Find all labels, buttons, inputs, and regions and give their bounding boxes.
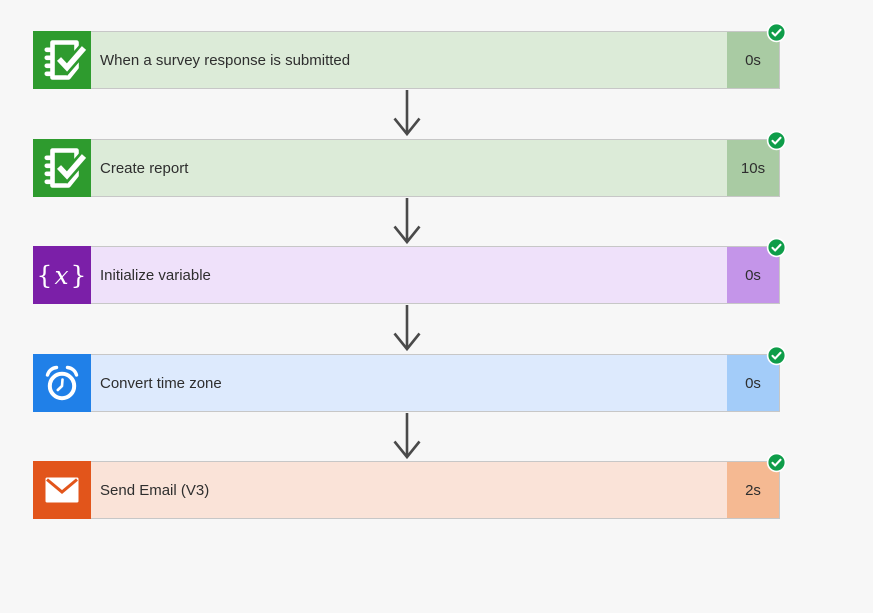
step-title: Initialize variable [100, 266, 211, 284]
status-check-circle-icon [766, 130, 787, 151]
status-check-circle-icon [766, 452, 787, 473]
step-card: When a survey response is submitted 0s [91, 31, 780, 89]
flow-step-2[interactable]: Create report 10s [33, 130, 787, 197]
step-title-bar: Convert time zone [91, 355, 727, 411]
flow-connector-arrow-icon [390, 90, 424, 137]
forms-icon [33, 31, 91, 89]
status-check-circle-icon [766, 237, 787, 258]
mail-icon [33, 461, 91, 519]
step-card: Send Email (V3) 2s [91, 461, 780, 519]
flow-step-3[interactable]: {x} Initialize variable 0s [33, 237, 787, 304]
step-title: Convert time zone [100, 374, 222, 392]
step-duration-badge: 2s [727, 462, 779, 518]
variable-icon: {x} [36, 260, 88, 290]
step-card: Convert time zone 0s [91, 354, 780, 412]
step-duration-badge: 0s [727, 32, 779, 88]
flow-connector-arrow-icon [390, 413, 424, 460]
step-title: Create report [100, 159, 189, 177]
status-check-circle-icon [766, 22, 787, 43]
step-title-bar: When a survey response is submitted [91, 32, 727, 88]
step-title-bar: Initialize variable [91, 247, 727, 303]
step-title-bar: Send Email (V3) [91, 462, 727, 518]
step-duration-badge: 0s [727, 355, 779, 411]
flow-connector-arrow-icon [390, 198, 424, 245]
step-duration-badge: 10s [727, 140, 779, 196]
forms-icon [33, 139, 91, 197]
step-title: When a survey response is submitted [100, 51, 351, 69]
status-check-circle-icon [766, 345, 787, 366]
step-card: Create report 10s [91, 139, 780, 197]
step-duration-badge: 0s [727, 247, 779, 303]
step-title: Send Email (V3) [100, 481, 210, 499]
flow-step-4[interactable]: Convert time zone 0s [33, 345, 787, 412]
flow-step-1[interactable]: When a survey response is submitted 0s [33, 22, 787, 89]
step-title-bar: Create report [91, 140, 727, 196]
flow-connector-arrow-icon [390, 305, 424, 352]
step-card: Initialize variable 0s [91, 246, 780, 304]
variable-icon: {x} [33, 246, 91, 304]
alarm-clock-icon [33, 354, 91, 412]
flow-step-5[interactable]: Send Email (V3) 2s [33, 452, 787, 519]
